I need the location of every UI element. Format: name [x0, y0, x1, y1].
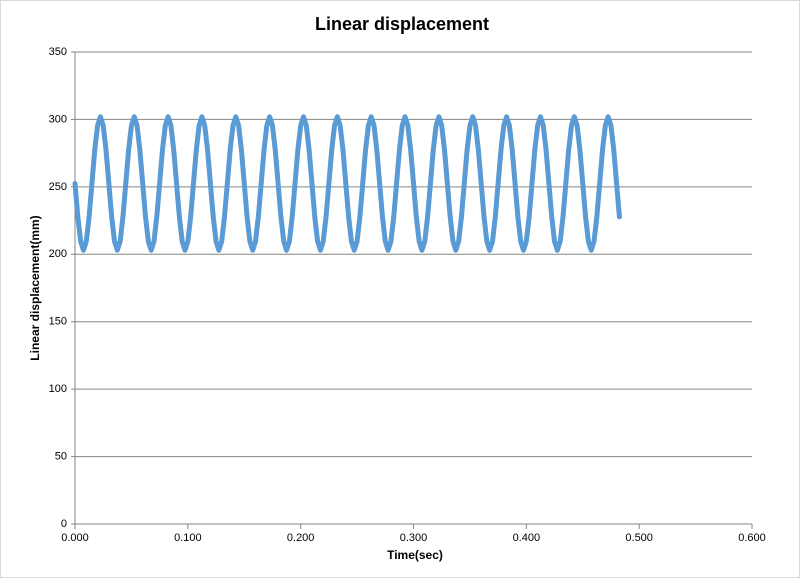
- x-tick-label: 0.000: [61, 532, 89, 544]
- y-axis-title: Linear displacement(mm): [28, 215, 42, 360]
- y-tick-label: 150: [49, 316, 67, 328]
- y-tick-label: 250: [49, 181, 67, 193]
- chart-title: Linear displacement: [315, 14, 489, 34]
- y-tick-label: 100: [49, 383, 67, 395]
- y-tick-label: 200: [49, 248, 67, 260]
- y-tick-label: 350: [49, 46, 67, 58]
- x-axis-title: Time(sec): [387, 548, 443, 562]
- x-tick-label: 0.600: [738, 532, 766, 544]
- y-tick-label: 300: [49, 113, 67, 125]
- x-tick-label: 0.100: [174, 532, 202, 544]
- x-tick-label: 0.300: [400, 532, 428, 544]
- x-tick-label: 0.200: [287, 532, 315, 544]
- x-tick-label: 0.400: [513, 532, 541, 544]
- x-tick-label: 0.500: [625, 532, 653, 544]
- data-line: [72, 114, 622, 253]
- y-tick-label: 50: [55, 450, 67, 462]
- y-tick-label: 0: [61, 518, 67, 530]
